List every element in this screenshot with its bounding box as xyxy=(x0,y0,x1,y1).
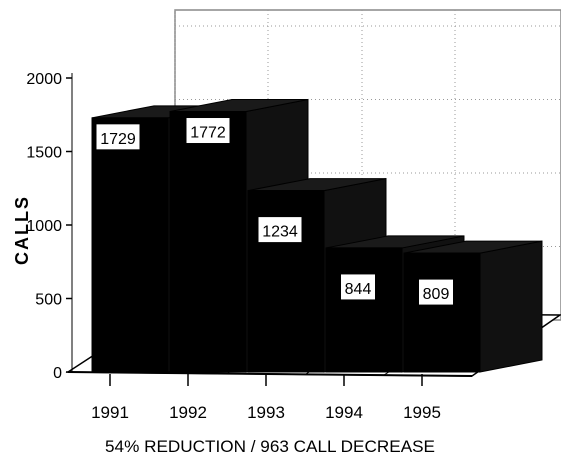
x-axis: 1991 1992 1993 1994 1995 xyxy=(91,374,441,422)
y-tick-label-0: 0 xyxy=(53,365,62,382)
svg-text:1772: 1772 xyxy=(190,125,226,142)
data-labels: 1729 1772 1234 844 809 xyxy=(95,117,454,306)
data-label-1994: 844 xyxy=(340,273,376,301)
y-tick-label-500: 500 xyxy=(35,292,62,309)
svg-text:1729: 1729 xyxy=(100,131,136,148)
y-tick-label-2000: 2000 xyxy=(26,71,62,88)
x-tick-label-1993: 1993 xyxy=(247,403,285,422)
data-label-1991: 1729 xyxy=(95,123,141,151)
x-tick-label-1991: 1991 xyxy=(91,403,129,422)
svg-text:844: 844 xyxy=(345,281,372,298)
x-axis-label: 54% REDUCTION / 963 CALL DECREASE xyxy=(105,437,435,456)
bar-1995 xyxy=(403,240,543,373)
y-tick-label-1000: 1000 xyxy=(26,218,62,235)
data-label-1993: 1234 xyxy=(257,216,303,244)
data-label-1995: 809 xyxy=(418,278,454,306)
svg-text:809: 809 xyxy=(423,286,450,303)
chart-bars xyxy=(91,98,543,373)
y-axis-label: CALLS xyxy=(12,195,32,265)
svg-text:1234: 1234 xyxy=(262,224,298,241)
x-tick-label-1992: 1992 xyxy=(169,403,207,422)
data-label-1992: 1772 xyxy=(185,117,231,145)
x-tick-label-1994: 1994 xyxy=(325,403,363,422)
y-tick-label-1500: 1500 xyxy=(26,145,62,162)
x-tick-label-1995: 1995 xyxy=(403,403,441,422)
y-axis: 0 500 1000 1500 2000 xyxy=(26,71,73,382)
